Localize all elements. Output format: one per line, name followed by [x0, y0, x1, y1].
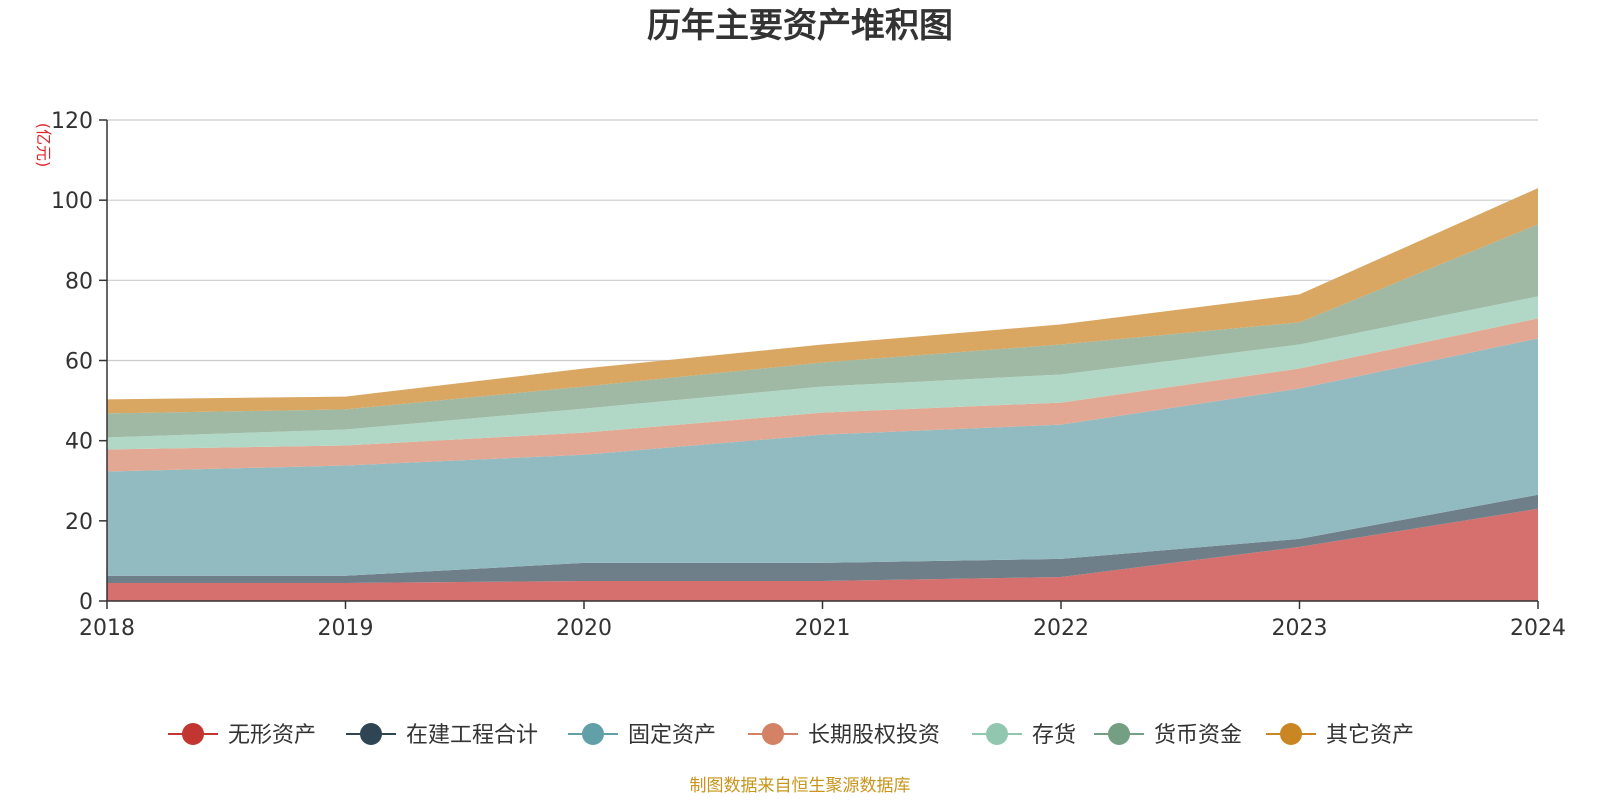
area-series-5: [107, 296, 1538, 450]
y-tick-label: 40: [65, 430, 93, 455]
x-tick-label: 2021: [795, 616, 851, 641]
area-series-2: [107, 494, 1538, 583]
legend-item-1[interactable]: 无形资产: [168, 723, 316, 748]
y-tick-label: 60: [65, 350, 93, 375]
legend-item-4[interactable]: 长期股权投资: [748, 723, 940, 748]
legend-label: 货币资金: [1154, 723, 1242, 748]
y-tick-label: 120: [51, 109, 93, 134]
legend-label: 固定资产: [628, 723, 716, 748]
x-tick-label: 2020: [556, 616, 612, 641]
legend-marker: [1108, 723, 1130, 745]
axes: 0 20 40 60 80 100 120 2018 2019 2020 2021 2022 2023 2…: [51, 109, 1566, 641]
legend-label: 其它资产: [1326, 723, 1414, 748]
x-tick-label: 2018: [79, 616, 135, 641]
legend-marker: [762, 723, 784, 745]
legend-label: 长期股权投资: [808, 723, 940, 748]
area-series-3: [107, 338, 1538, 576]
legend-item-3[interactable]: 固定资产: [568, 723, 716, 748]
legend-marker: [582, 723, 604, 745]
area-series-group: [107, 188, 1538, 601]
x-tick-label: 2019: [318, 616, 374, 641]
y-tick-label: 100: [51, 189, 93, 214]
legend-label: 在建工程合计: [406, 723, 538, 748]
x-tick-label: 2024: [1510, 616, 1566, 641]
legend-marker: [1280, 723, 1302, 745]
legend-item-2[interactable]: 在建工程合计: [346, 723, 538, 748]
legend-marker: [182, 723, 204, 745]
legend: 无形资产 在建工程合计 固定资产 长期股权投资 存货 货币资金 其它资产: [168, 723, 1414, 748]
y-tick-label: 20: [65, 510, 93, 535]
y-tick-label: 0: [79, 590, 93, 615]
chart-title: 历年主要资产堆积图: [647, 6, 953, 46]
area-series-1: [107, 508, 1538, 601]
source-note: 制图数据来自恒生聚源数据库: [690, 776, 911, 796]
area-series-4: [107, 318, 1538, 472]
y-tick-label: 80: [65, 269, 93, 294]
x-tick-label: 2022: [1033, 616, 1089, 641]
y-axis-unit-label: (亿元): [34, 123, 53, 168]
area-series-6: [107, 224, 1538, 438]
legend-item-6[interactable]: 货币资金: [1094, 723, 1242, 748]
legend-marker: [986, 723, 1008, 745]
legend-item-5[interactable]: 存货: [972, 723, 1076, 748]
x-tick-label: 2023: [1272, 616, 1328, 641]
legend-label: 无形资产: [228, 723, 316, 748]
legend-item-7[interactable]: 其它资产: [1266, 723, 1414, 748]
legend-marker: [360, 723, 382, 745]
area-series-7: [107, 188, 1538, 414]
legend-label: 存货: [1032, 723, 1076, 748]
